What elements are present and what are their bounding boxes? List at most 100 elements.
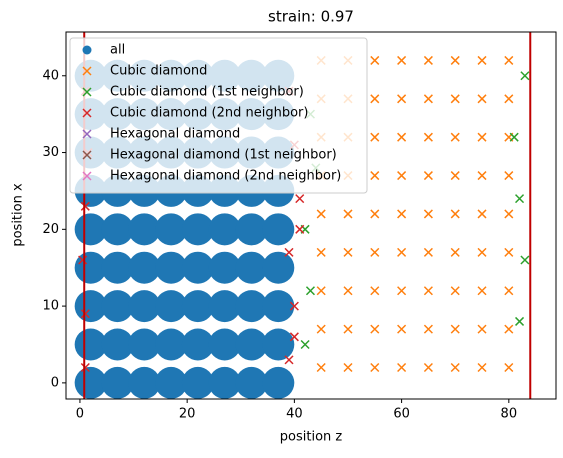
point — [343, 247, 353, 257]
legend-label: all — [110, 43, 125, 58]
point — [128, 366, 161, 399]
point — [370, 171, 380, 181]
point — [128, 251, 161, 284]
point — [155, 290, 188, 323]
x-tick-label: 20 — [179, 407, 196, 422]
point — [128, 290, 161, 323]
point — [370, 362, 380, 373]
point — [423, 286, 433, 296]
point — [370, 132, 380, 142]
legend-label: Cubic diamond — [110, 64, 207, 79]
point — [74, 290, 107, 323]
point — [208, 251, 241, 284]
y-tick-label: 10 — [42, 299, 59, 314]
y-tick-label: 20 — [42, 222, 59, 237]
point — [370, 209, 380, 219]
y-tick-label: 30 — [42, 145, 59, 160]
point — [289, 301, 299, 311]
point — [284, 247, 294, 257]
point — [128, 328, 161, 361]
point — [80, 201, 90, 211]
x-tick-label: 80 — [501, 407, 518, 422]
legend: all Cubic diamond Cubic diamond (1st neigh… — [69, 37, 368, 194]
point — [208, 366, 241, 399]
point — [262, 290, 295, 323]
point — [155, 213, 188, 246]
point — [504, 362, 514, 373]
point — [477, 286, 487, 296]
point — [80, 362, 90, 373]
point — [423, 362, 433, 373]
point — [289, 332, 299, 342]
point — [370, 94, 380, 104]
point — [504, 247, 514, 257]
point — [450, 171, 460, 181]
point — [477, 55, 487, 65]
point — [128, 213, 161, 246]
point — [397, 286, 407, 296]
point — [370, 324, 380, 334]
point — [477, 362, 487, 373]
point — [316, 209, 326, 219]
point — [515, 316, 525, 326]
legend-label: Hexagonal diamond (1st neighbor) — [110, 148, 337, 163]
point — [450, 324, 460, 334]
legend-label: Cubic diamond (1st neighbor) — [110, 85, 304, 100]
point — [208, 328, 241, 361]
point — [477, 247, 487, 257]
x-tick-label: 60 — [393, 407, 410, 422]
point — [181, 290, 214, 323]
point — [504, 55, 514, 65]
point — [423, 171, 433, 181]
point — [397, 324, 407, 334]
point — [295, 224, 305, 234]
x-axis-label: position z — [280, 430, 343, 445]
point — [397, 55, 407, 65]
legend-marker — [82, 66, 92, 76]
point — [101, 290, 134, 323]
point — [423, 55, 433, 65]
point — [520, 71, 530, 81]
legend-marker — [82, 87, 92, 97]
chart-title: strain: 0.97 — [268, 8, 354, 26]
point — [262, 213, 295, 246]
y-tick-label: 0 — [51, 375, 59, 390]
y-tick-label: 40 — [42, 68, 59, 83]
point — [74, 366, 107, 399]
point — [450, 247, 460, 257]
point — [181, 213, 214, 246]
axes-frame — [65, 31, 557, 400]
point — [397, 209, 407, 219]
x-tick-label: 0 — [76, 407, 84, 422]
point — [450, 132, 460, 142]
legend-label: Cubic diamond (2nd neighbor) — [110, 106, 308, 121]
point — [370, 286, 380, 296]
point — [504, 171, 514, 181]
point — [235, 213, 268, 246]
point — [208, 290, 241, 323]
point — [504, 94, 514, 104]
point — [397, 362, 407, 373]
point — [316, 286, 326, 296]
legend-marker — [82, 171, 92, 181]
point — [504, 324, 514, 334]
point — [477, 324, 487, 334]
point — [235, 328, 268, 361]
point — [397, 247, 407, 257]
x-tick-label: 40 — [286, 407, 303, 422]
point — [101, 251, 134, 284]
point — [477, 132, 487, 142]
point — [262, 366, 295, 399]
point — [477, 209, 487, 219]
point — [450, 55, 460, 65]
point — [235, 366, 268, 399]
point — [295, 194, 305, 204]
point — [155, 366, 188, 399]
point — [397, 171, 407, 181]
point — [343, 362, 353, 373]
y-axis-label: position x — [11, 183, 26, 247]
point — [343, 324, 353, 334]
point — [450, 209, 460, 219]
point — [515, 194, 525, 204]
